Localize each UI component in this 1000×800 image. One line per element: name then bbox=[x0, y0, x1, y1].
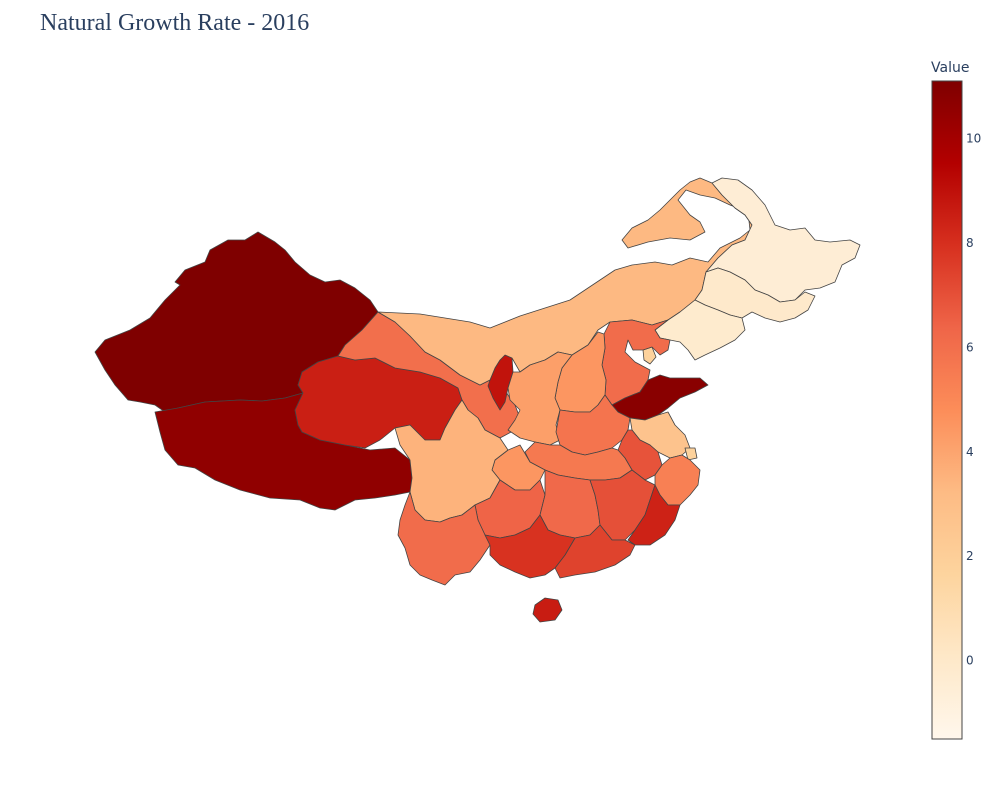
regions-layer: Xinjiang: 11.1Tibet: 10.6Qinghai: 8.5Gan… bbox=[94, 177, 861, 623]
colorbar-ticks: 10 8 6 4 2 0 bbox=[966, 131, 981, 667]
colorbar-tick-label: 4 bbox=[966, 445, 974, 459]
colorbar-title: Value bbox=[931, 60, 969, 76]
region-yunnan[interactable]: Yunnan: 6.1 bbox=[397, 491, 491, 586]
colorbar-tick-label: 8 bbox=[966, 236, 974, 250]
region-fujian[interactable]: Fujian: 8.4 bbox=[627, 484, 681, 546]
colorbar: Value 10 8 6 4 2 0 bbox=[931, 60, 981, 740]
colorbar-gradient bbox=[931, 80, 963, 740]
region-shanghai[interactable]: Shanghai: 1.8 bbox=[684, 447, 698, 461]
colorbar-tick-label: 10 bbox=[966, 131, 981, 145]
region-heilongjiang[interactable]: Heilongjiang: -0.5 bbox=[705, 177, 861, 303]
colorbar-tick-label: 2 bbox=[966, 549, 974, 563]
colorbar-tick-label: 6 bbox=[966, 340, 974, 354]
page-title: Natural Growth Rate - 2016 bbox=[40, 10, 310, 36]
region-hainan[interactable]: Hainan: 8.6 bbox=[532, 597, 563, 623]
colorbar-tick-label: 0 bbox=[966, 654, 974, 668]
region-guangxi[interactable]: Guangxi: 7.9 bbox=[484, 514, 576, 579]
